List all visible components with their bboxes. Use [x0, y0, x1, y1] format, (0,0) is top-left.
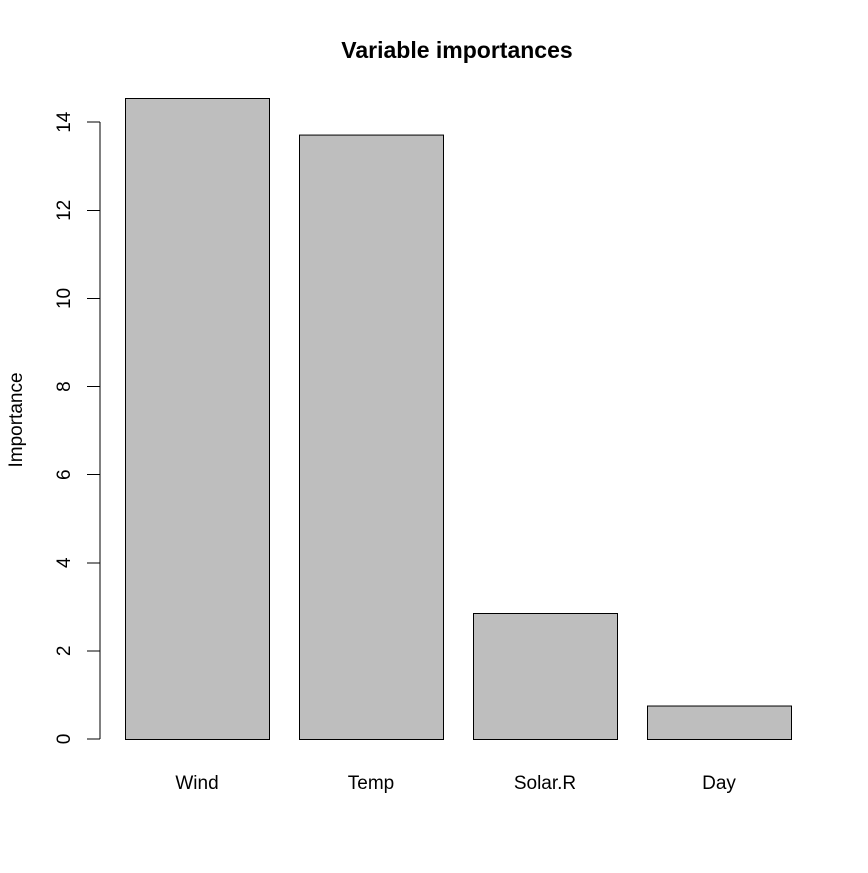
x-category-label: Day: [702, 773, 736, 794]
bars-group: [125, 98, 792, 741]
y-tick-label: 4: [54, 557, 75, 568]
y-axis-title: Importance: [6, 372, 27, 467]
y-tick-label: 14: [54, 111, 75, 133]
y-tick-label: 10: [54, 288, 75, 309]
bar-solar-r: [473, 613, 618, 740]
chart-title: Variable importances: [341, 37, 572, 63]
x-category-label: Solar.R: [514, 773, 576, 794]
bar-wind: [125, 98, 270, 740]
bar-temp: [299, 134, 444, 741]
y-tick-label: 2: [54, 646, 75, 657]
category-labels: Wind Temp Solar.R Day: [175, 773, 736, 794]
x-category-label: Wind: [175, 773, 218, 794]
x-category-label: Temp: [348, 773, 394, 794]
y-axis: 0 2 4 6 8 10 12 14: [54, 111, 101, 745]
y-tick-label: 6: [54, 469, 75, 480]
y-tick-label: 12: [54, 200, 75, 221]
bar-day: [647, 705, 792, 740]
y-tick-label: 0: [54, 734, 75, 745]
y-tick-label: 8: [54, 381, 75, 392]
